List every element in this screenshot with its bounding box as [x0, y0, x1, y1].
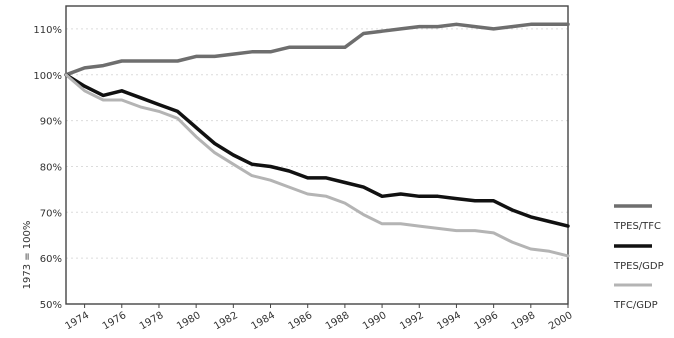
- x-tick-label: 1990: [361, 310, 389, 332]
- x-tick-label: 1996: [473, 310, 501, 332]
- y-axis-label: 1973 = 100%: [22, 221, 33, 290]
- series-line-tpes-gdp: [64, 73, 570, 228]
- y-tick-label: 60%: [40, 254, 62, 265]
- legend-entry: TFC/GDP: [613, 300, 658, 311]
- x-axis-ticks: 1974 1976 1978 1980 1982 1984 1986 1988 1990 1992…: [64, 304, 575, 332]
- x-tick-label: 1994: [435, 310, 463, 332]
- x-tick-label: 1988: [324, 310, 352, 332]
- x-tick-label: 1998: [510, 310, 538, 332]
- series-line-tpes-tfc: [64, 22, 570, 77]
- legend: TPES/TFC TPES/GDP TFC/GDP: [613, 204, 664, 311]
- y-tick-label: 80%: [40, 162, 62, 173]
- y-tick-label: 100%: [33, 71, 62, 82]
- plot-area-frame: [65, 5, 569, 305]
- x-tick-label: 1980: [175, 310, 203, 332]
- legend-entry: TPES/GDP: [613, 261, 664, 272]
- x-tick-label: 1992: [398, 310, 426, 332]
- y-tick-label: 110%: [33, 25, 62, 36]
- x-tick-label: 2000: [547, 310, 575, 332]
- grid-lines: [66, 28, 568, 259]
- x-tick-label: 1982: [212, 310, 240, 332]
- x-tick-label: 1978: [138, 310, 166, 332]
- y-tick-label: 70%: [40, 208, 62, 219]
- series-lines: [64, 22, 570, 258]
- y-tick-label: 90%: [40, 117, 62, 128]
- y-tick-label: 50%: [40, 300, 62, 311]
- x-tick-label: 1984: [249, 310, 277, 332]
- x-tick-label: 1976: [101, 310, 129, 332]
- x-tick-label: 1986: [287, 310, 315, 332]
- legend-entry: TPES/TFC: [613, 221, 661, 232]
- series-line-tfc-gdp: [64, 73, 570, 258]
- x-tick-label: 1974: [64, 310, 92, 332]
- y-axis-ticks: 50% 60% 70% 80% 90% 100% 110%: [33, 25, 62, 311]
